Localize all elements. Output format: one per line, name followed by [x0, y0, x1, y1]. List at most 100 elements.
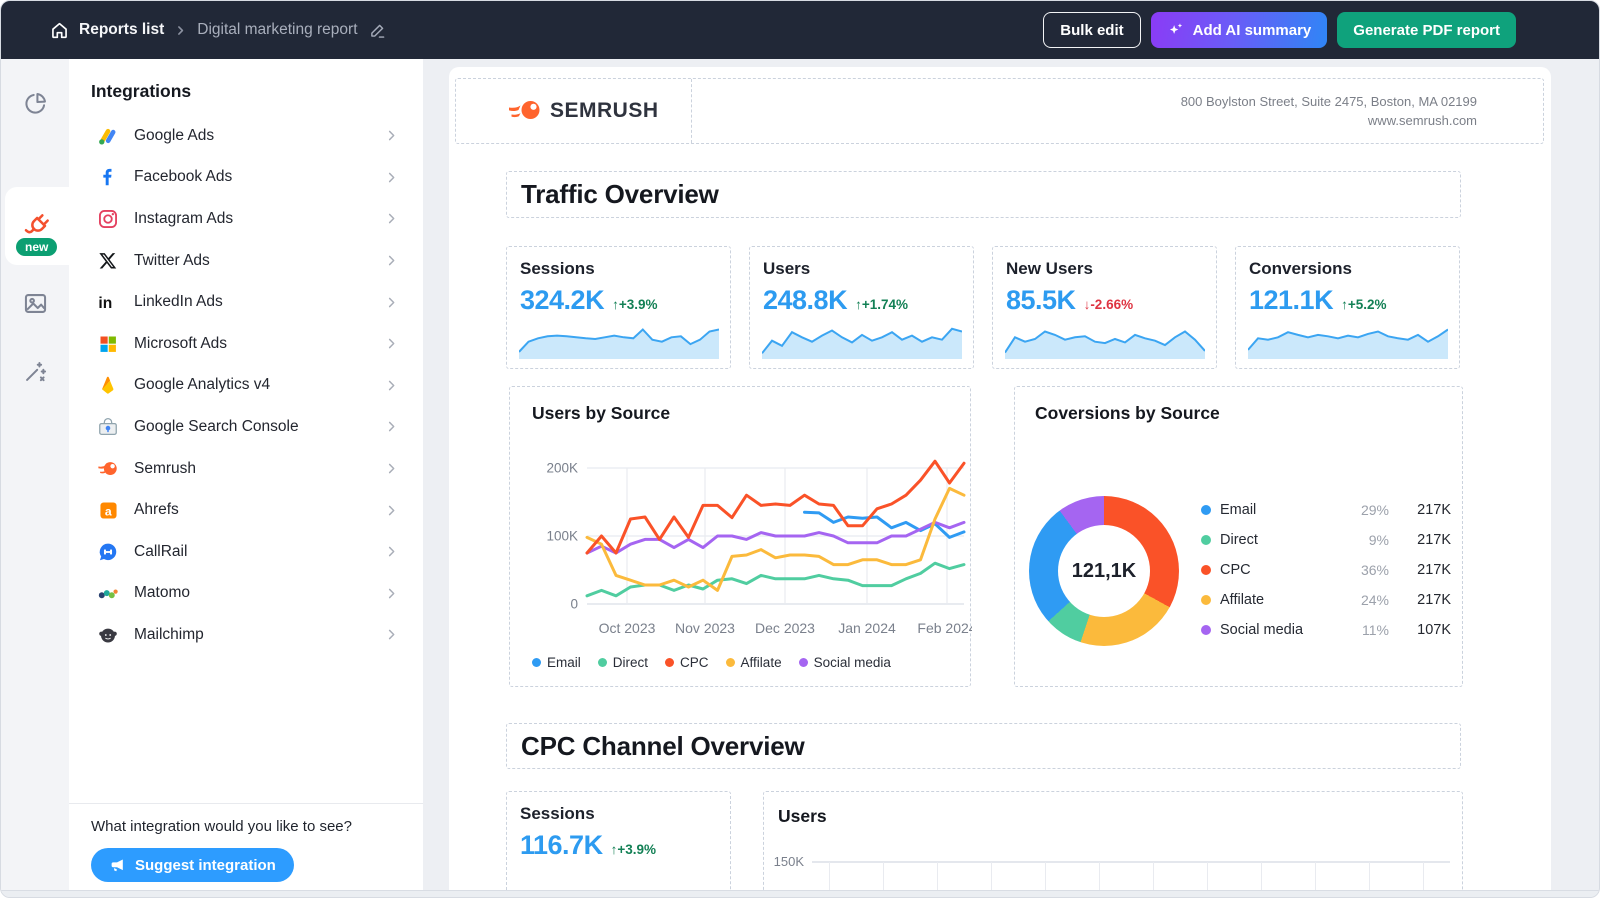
legend-item-email: Email	[532, 655, 581, 670]
sidebar-item-mailchimp[interactable]: Mailchimp	[69, 614, 423, 656]
legend-item-affilate: Affilate	[725, 655, 782, 670]
svg-text:in: in	[98, 295, 112, 312]
metric-delta-sessions: ↑+3.9%	[612, 297, 658, 312]
company-address: 800 Boylston Street, Suite 2475, Boston,…	[1180, 94, 1477, 109]
integration-label: Twitter Ads	[134, 251, 210, 269]
users-by-source-legend: Email Direct CPC Affilate Social media	[532, 655, 891, 670]
sidebar-item-ahrefs[interactable]: a Ahrefs	[69, 489, 423, 531]
rail-item-ai-tools[interactable]	[1, 343, 69, 399]
users-by-source-title: Users by Source	[532, 403, 671, 423]
donut-center-value: 121,1K	[1071, 559, 1137, 582]
metric-card-users[interactable]: Users 248.8K ↑+1.74%	[749, 246, 974, 369]
integration-label: Facebook Ads	[134, 168, 233, 186]
cpc-users-ytick: 150K	[773, 854, 804, 869]
metric-sparkline	[762, 327, 962, 359]
sidebar-item-linkedin-ads[interactable]: in LinkedIn Ads	[69, 281, 423, 323]
megaphone-icon	[109, 857, 126, 874]
integration-label: CallRail	[134, 542, 188, 560]
users-by-source-chart: 200K 100K 0 Oct 2023 Nov 2023 Dec 2023 Jan 202…	[546, 459, 972, 636]
new-badge: new	[16, 238, 58, 256]
microsoft-icon	[96, 332, 120, 356]
ga4-icon	[96, 373, 120, 397]
rail-item-integrations[interactable]: new	[5, 187, 69, 265]
svg-text:Feb 2024: Feb 2024	[917, 620, 972, 636]
cpc-sessions-card[interactable]: Sessions 116.7K ↑+3.9%	[506, 791, 731, 897]
metric-value-sessions: 324.2K	[520, 285, 605, 315]
sidebar-item-facebook-ads[interactable]: Facebook Ads	[69, 157, 423, 199]
sparkles-icon	[1167, 21, 1185, 39]
rail-item-reports[interactable]	[1, 75, 69, 131]
cpc-users-vgridline	[1369, 862, 1370, 897]
integration-question: What integration would you like to see?	[91, 818, 352, 835]
chevron-right-icon	[384, 419, 399, 434]
chevron-right-icon	[384, 336, 399, 351]
svg-text:Jan 2024: Jan 2024	[838, 620, 896, 636]
integration-label: LinkedIn Ads	[134, 293, 223, 311]
gsc-icon	[96, 415, 120, 439]
metric-card-conversions[interactable]: Conversions 121.1K ↑+5.2%	[1235, 246, 1460, 369]
cpc-users-widget[interactable]: Users 150K	[763, 791, 1463, 897]
suggest-integration-button[interactable]: Suggest integration	[91, 848, 294, 882]
breadcrumb-reports-list[interactable]: Reports list	[79, 21, 165, 38]
image-icon	[22, 290, 49, 317]
sidebar-item-twitter-ads[interactable]: Twitter Ads	[69, 240, 423, 282]
integration-label: Matomo	[134, 584, 190, 602]
bulk-edit-button[interactable]: Bulk edit	[1043, 12, 1141, 48]
integration-label: Ahrefs	[134, 501, 179, 519]
svg-text:100K: 100K	[546, 529, 578, 544]
chevron-right-icon	[384, 503, 399, 518]
cpc-users-title: Users	[778, 806, 827, 826]
facebook-icon	[96, 165, 120, 189]
company-website: www.semrush.com	[1367, 113, 1477, 128]
edit-report-name-icon[interactable]	[368, 21, 387, 40]
sidebar-item-semrush[interactable]: Semrush	[69, 448, 423, 490]
users-by-source-widget[interactable]: Users by Source 200K 100K 0 Oct 2023 Nov 202…	[509, 386, 972, 687]
svg-text:Nov 2023: Nov 2023	[675, 620, 735, 636]
magic-wand-icon	[22, 358, 49, 385]
traffic-overview-title-block[interactable]: Traffic Overview	[506, 171, 1461, 218]
add-ai-summary-button[interactable]: Add AI summary	[1150, 12, 1328, 48]
integrations-heading: Integrations	[91, 81, 192, 101]
integrations-footer: What integration would you like to see? …	[69, 803, 423, 882]
metric-label-sessions: Sessions	[520, 259, 595, 278]
sidebar-item-callrail[interactable]: CallRail	[69, 531, 423, 573]
chevron-right-icon	[384, 211, 399, 226]
cpc-users-vgridline	[829, 862, 830, 897]
cpc-channel-title-block[interactable]: CPC Channel Overview	[506, 723, 1461, 769]
traffic-metrics-row: Sessions 324.2K ↑+3.9% Users 248.8K ↑+1.74% Ne…	[506, 246, 1460, 369]
sidebar-item-microsoft-ads[interactable]: Microsoft Ads	[69, 323, 423, 365]
sidebar-item-google-search-console[interactable]: Google Search Console	[69, 406, 423, 448]
google-ads-icon	[96, 124, 120, 148]
report-header-block[interactable]: SEMRUSH 800 Boylston Street, Suite 2475,…	[455, 78, 1544, 144]
pie-chart-icon	[22, 90, 49, 117]
rail-item-media[interactable]	[1, 275, 69, 331]
metric-sparkline	[1005, 330, 1205, 359]
chevron-right-icon	[384, 170, 399, 185]
metric-card-new-users[interactable]: New Users 85.5K ↓-2.66%	[992, 246, 1217, 369]
brand-logo: SEMRUSH	[456, 79, 692, 143]
chevron-right-icon	[384, 295, 399, 310]
breadcrumb[interactable]: Reports list	[49, 20, 164, 41]
metric-delta-users: ↑+1.74%	[855, 297, 908, 312]
donut-legend-row-social-media: Social media 11% 107K	[1201, 615, 1451, 645]
metric-value-sessions: 116.7K	[520, 830, 603, 860]
metric-label-users: Users	[763, 259, 811, 278]
mailchimp-icon	[96, 623, 120, 647]
integration-label: Mailchimp	[134, 625, 204, 643]
sidebar-item-matomo[interactable]: Matomo	[69, 573, 423, 615]
company-contact: 800 Boylston Street, Suite 2475, Boston,…	[692, 79, 1543, 143]
generate-pdf-button[interactable]: Generate PDF report	[1337, 12, 1516, 48]
sidebar-item-google-ads[interactable]: Google Ads	[69, 115, 423, 157]
metric-delta-conversions: ↑+5.2%	[1341, 297, 1387, 312]
sidebar-item-google-analytics-v4[interactable]: Google Analytics v4	[69, 365, 423, 407]
chevron-right-icon	[384, 378, 399, 393]
metric-value-conversions: 121.1K	[1249, 285, 1334, 315]
chevron-right-icon	[174, 24, 187, 37]
conversions-by-source-widget[interactable]: Coversions by Source 121,1K Email 29% 217K…	[1014, 386, 1463, 687]
integration-label: Google Search Console	[134, 417, 299, 435]
metric-card-sessions[interactable]: Sessions 324.2K ↑+3.9%	[506, 246, 731, 369]
sidebar-item-instagram-ads[interactable]: Instagram Ads	[69, 198, 423, 240]
topbar-actions: Bulk edit Add AI summary Generate PDF re…	[1043, 12, 1516, 48]
integration-list: Google Ads Facebook Ads Instagram Ads Twitt…	[69, 115, 423, 656]
